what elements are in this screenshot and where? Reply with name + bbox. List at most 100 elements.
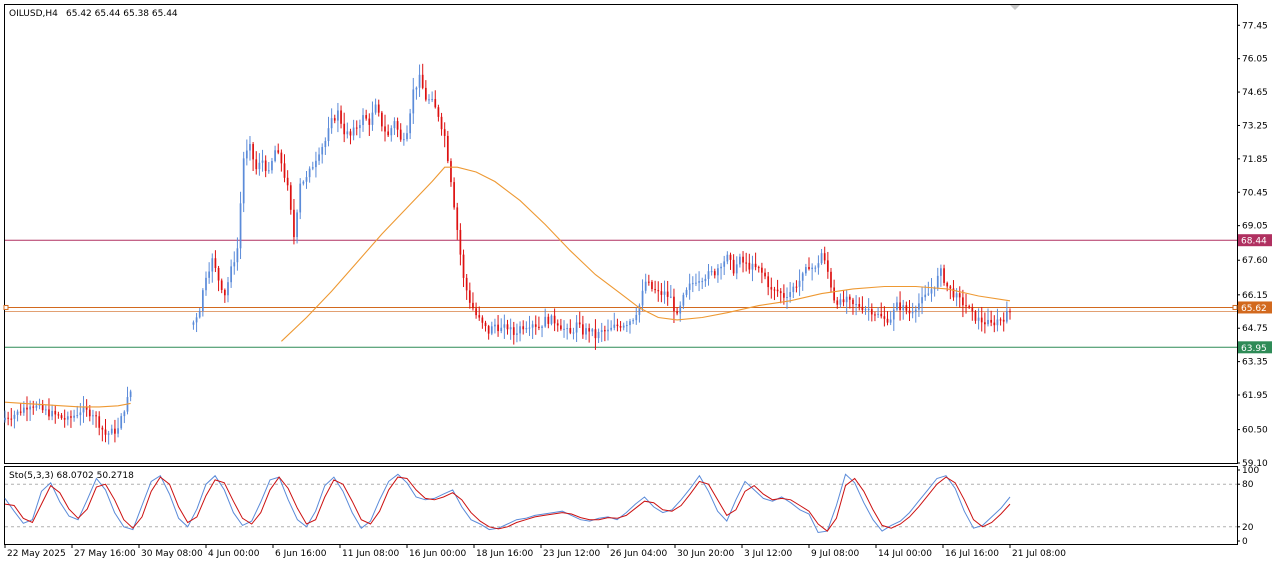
- candle-body: [525, 328, 528, 330]
- candle-body: [870, 309, 873, 315]
- candle-body: [594, 329, 597, 339]
- candle-body: [220, 280, 223, 290]
- candle-body: [98, 416, 101, 428]
- candle-body: [437, 107, 440, 117]
- candle-body: [208, 271, 211, 278]
- price-horizontal-lines: [3, 239, 1238, 348]
- candle-body: [258, 162, 261, 170]
- candle-body: [927, 293, 930, 295]
- candle-body: [267, 170, 270, 172]
- candle-body: [968, 306, 971, 308]
- level-handle-left[interactable]: [3, 304, 9, 310]
- candle-body: [742, 256, 744, 263]
- candle-body: [657, 290, 660, 292]
- candle-body: [283, 163, 286, 178]
- candle-body: [748, 262, 751, 270]
- candle-body: [914, 309, 917, 313]
- chart-title: OILUSD,H4: [9, 9, 58, 19]
- candle-body: [528, 327, 531, 329]
- candle-body: [751, 263, 754, 270]
- candle-body: [490, 326, 493, 334]
- candle-body: [541, 326, 543, 328]
- candle-body: [654, 289, 656, 291]
- price-y-tick-label: 61.95: [1242, 391, 1268, 401]
- candle-body: [286, 177, 289, 186]
- candle-body: [440, 116, 443, 130]
- candle-body: [211, 258, 214, 272]
- candle-body: [572, 332, 575, 334]
- price-y-tick-label: 77.45: [1242, 21, 1268, 31]
- candle-body: [302, 181, 305, 184]
- candle-body: [76, 415, 79, 417]
- level-price-label: 63.95: [1241, 344, 1267, 354]
- candle-body: [877, 313, 879, 315]
- candle-body: [101, 427, 104, 430]
- candle-body: [713, 271, 716, 276]
- candle-body: [544, 316, 547, 327]
- candle-body: [509, 327, 512, 330]
- candle-body: [48, 409, 50, 417]
- candle-body: [597, 332, 600, 339]
- candle-body: [214, 258, 217, 268]
- candle-body: [117, 428, 119, 434]
- candle-body: [848, 296, 851, 300]
- x-tick-label: 30 Jun 20:00: [677, 549, 734, 559]
- candle-body: [418, 74, 421, 88]
- candle-body: [123, 411, 126, 417]
- candle-body: [550, 315, 553, 324]
- price-line-labels: 68.44 65.62 63.95: [1238, 234, 1272, 354]
- stochastic-y-axis: 100 80 20 0: [1237, 466, 1259, 547]
- candle-body: [908, 310, 911, 314]
- candle-body: [886, 318, 889, 323]
- candle-body: [85, 407, 88, 410]
- x-tick-label: 18 Jun 16:00: [476, 549, 533, 559]
- candle-body: [252, 144, 254, 160]
- candle-body: [233, 262, 236, 267]
- candle-body: [261, 160, 264, 163]
- candle-body: [271, 160, 273, 171]
- candle-body: [804, 267, 807, 274]
- candle-body: [974, 311, 977, 321]
- stochastic-y-tick-label: 100: [1242, 466, 1259, 476]
- moving-average-line: [281, 166, 1011, 342]
- stochastic-panel: 100 80 20 0 Sto(5,3,3) 68.0702 50.2718: [4, 466, 1259, 547]
- candle-body: [475, 308, 477, 316]
- candle-body: [88, 409, 91, 417]
- candle-body: [641, 290, 644, 306]
- candle-body: [666, 291, 669, 297]
- candle-body: [984, 322, 986, 325]
- level-handle-right[interactable]: [1232, 304, 1238, 310]
- price-y-axis: 77.45 76.05 74.65 73.25 71.85 70.45 69.05 67.60…: [1237, 21, 1268, 469]
- candle-body: [607, 329, 609, 332]
- candle-body: [431, 99, 433, 101]
- candle-body: [393, 121, 396, 129]
- candle-body: [735, 264, 738, 274]
- candle-body: [688, 283, 691, 290]
- candle-body: [368, 118, 371, 125]
- ohlc-readout: 65.42 65.44 65.38 65.44: [66, 9, 178, 19]
- x-axis: 22 May 2025 27 May 16:00 30 May 08:00 4 Jun…: [4, 544, 1066, 559]
- candle-body: [902, 305, 905, 311]
- candle-body: [858, 304, 861, 307]
- candle-body: [632, 320, 634, 322]
- candle-body: [685, 289, 688, 295]
- candle-body: [428, 99, 430, 101]
- candle-body: [808, 267, 810, 270]
- candle-body: [365, 115, 368, 119]
- candle-body: [424, 87, 427, 100]
- candle-body: [198, 310, 201, 318]
- candle-body: [110, 428, 113, 434]
- candle-body: [582, 324, 584, 335]
- price-y-tick-label: 64.75: [1242, 324, 1268, 334]
- candle-body: [402, 139, 405, 141]
- candle-body: [745, 262, 748, 264]
- candle-body: [962, 297, 964, 306]
- candle-body: [242, 158, 245, 204]
- candle-body: [26, 407, 28, 410]
- x-tick-label: 26 Jun 04:00: [610, 549, 667, 559]
- scroll-marker-icon[interactable]: [1010, 5, 1020, 10]
- candle-body: [679, 305, 682, 314]
- candle-body: [22, 407, 25, 413]
- x-tick-label: 6 Jun 16:00: [275, 549, 327, 559]
- candle-body: [66, 416, 69, 420]
